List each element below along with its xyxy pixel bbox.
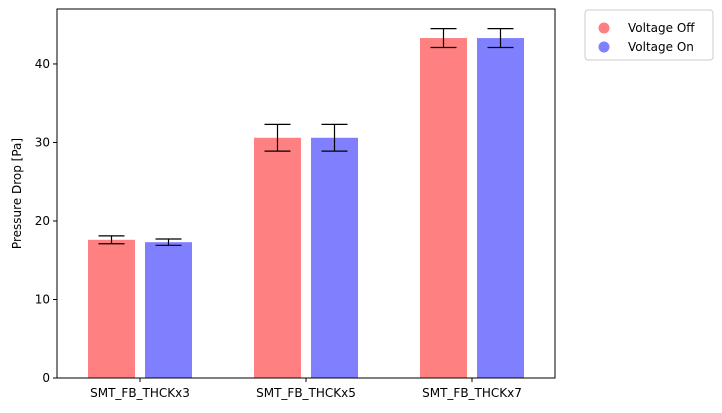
y-tick-label: 30 — [35, 135, 50, 149]
y-axis-label: Pressure Drop [Pa] — [10, 138, 24, 249]
y-tick-label: 40 — [35, 57, 50, 71]
legend-marker-voltage-off — [598, 22, 610, 34]
y-axis: 0 10 20 30 40 — [35, 57, 57, 385]
bars-layer — [88, 38, 524, 378]
y-tick-label: 20 — [35, 214, 50, 228]
x-axis: SMT_FB_THCKx3 SMT_FB_THCKx5 SMT_FB_THCKx7 — [90, 378, 522, 400]
legend-frame — [584, 9, 714, 61]
bar-voltage-off-1 — [254, 137, 301, 378]
legend-label: Voltage On — [628, 40, 694, 54]
legend: Voltage Off Voltage On — [584, 9, 714, 61]
y-tick-label: 0 — [42, 371, 50, 385]
x-tick-label: SMT_FB_THCKx5 — [256, 386, 356, 400]
x-tick-label: SMT_FB_THCKx7 — [422, 386, 522, 400]
x-tick-label: SMT_FB_THCKx3 — [90, 386, 190, 400]
legend-label: Voltage Off — [628, 21, 695, 35]
bar-voltage-on-2 — [477, 38, 524, 378]
y-tick-label: 10 — [35, 292, 50, 306]
error-bars-layer — [98, 28, 514, 246]
legend-marker-voltage-on — [598, 41, 610, 53]
bar-voltage-on-1 — [311, 137, 358, 378]
bar-voltage-off-2 — [420, 38, 467, 378]
bar-voltage-off-0 — [88, 239, 135, 378]
bar-voltage-on-0 — [145, 242, 192, 378]
